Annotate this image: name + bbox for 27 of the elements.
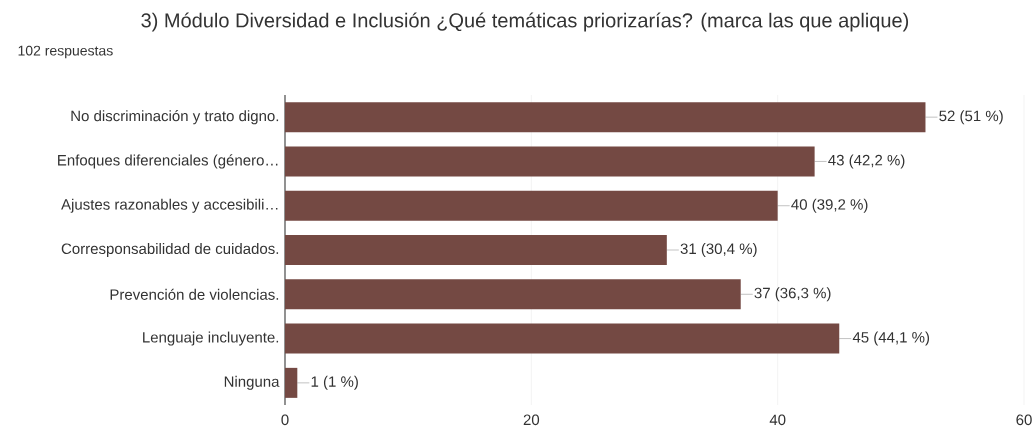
- y-tick-label: Prevención de violencias.: [110, 288, 279, 300]
- y-tick-label: Lenguaje incluyente.: [143, 331, 279, 346]
- y-tick-label: Corresponsabilidad de cuidados.: [61, 243, 279, 257]
- bar: [285, 102, 926, 133]
- bar: [285, 235, 667, 266]
- bar: [285, 323, 840, 354]
- bar: [285, 146, 815, 177]
- x-tick-label: 60: [1016, 414, 1032, 426]
- data-label: 1 (1 %): [311, 375, 358, 390]
- x-tick-label: 20: [523, 414, 540, 426]
- bar: [285, 190, 778, 221]
- chart-title: 3) Módulo Diversidad e Inclusión ¿Qué temáticas priorizarías? (marca las que aplique): [141, 12, 909, 32]
- y-tick-label: Enfoques diferenciales (género…: [58, 154, 278, 169]
- bar: [285, 279, 741, 310]
- y-tick-label: Ninguna: [224, 375, 280, 390]
- bar: [285, 367, 298, 398]
- y-tick-label: No discriminación y trato digno.: [71, 110, 279, 125]
- text: 102 respuestas: [18, 45, 113, 59]
- data-label: 31 (30,4 %): [680, 243, 757, 257]
- data-label: 40 (39,2 %): [791, 198, 868, 213]
- y-tick-label: Ajustes razonables y accesibili…: [61, 198, 278, 213]
- data-label: 43 (42,2 %): [828, 154, 905, 169]
- x-tick-label: 0: [281, 414, 289, 426]
- data-label: 52 (51 %): [939, 110, 1003, 125]
- data-label: 37 (36,3 %): [754, 287, 831, 302]
- x-tick-label: 40: [769, 414, 786, 426]
- data-label: 45 (44,1 %): [852, 331, 930, 346]
